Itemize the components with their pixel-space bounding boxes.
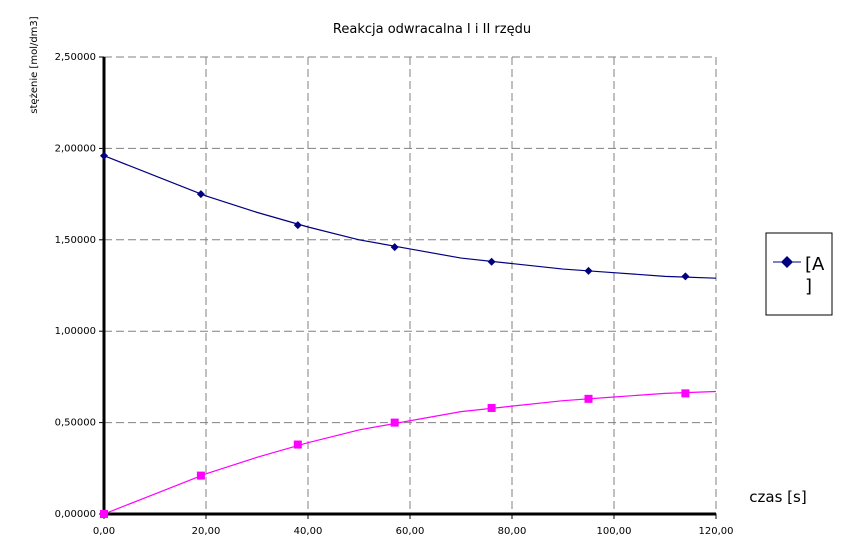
x-tick-label: 40,00 xyxy=(294,526,323,537)
y-tick-label: 0,00000 xyxy=(55,509,96,520)
y-tick-label: 0,50000 xyxy=(55,418,96,429)
data-point-diamond xyxy=(681,272,690,281)
x-axis-label: czas [s] xyxy=(749,488,806,506)
data-point-diamond xyxy=(293,221,302,230)
y-tick-label: 2,50000 xyxy=(55,52,96,63)
series-line-1 xyxy=(103,155,717,279)
data-point-square xyxy=(100,510,108,518)
x-tick-label: 100,00 xyxy=(597,526,632,537)
y-tick-labels: 0,00000 0,50000 1,00000 1,50000 2,00000 2,500… xyxy=(55,52,96,520)
data-point-diamond xyxy=(584,266,593,275)
chart-title: Reakcja odwracalna I i II rzędu xyxy=(333,22,531,37)
x-tick-labels: 0,00 20,00 40,00 60,00 80,00 100,00 120,00 xyxy=(93,526,734,537)
legend-marker-a xyxy=(781,256,793,268)
x-tick-label: 120,00 xyxy=(699,526,734,537)
x-tick-label: 80,00 xyxy=(498,526,527,537)
data-point-diamond xyxy=(390,243,399,252)
series-line-2 xyxy=(103,390,717,515)
x-tick-label: 0,00 xyxy=(93,526,115,537)
y-tick-label: 1,00000 xyxy=(55,326,96,337)
legend: [A ] xyxy=(765,232,833,316)
legend-box xyxy=(765,232,833,316)
legend-label-a-line2: ] xyxy=(805,276,812,297)
data-point-square xyxy=(487,403,496,412)
data-point-square xyxy=(584,394,593,403)
y-tick-label: 1,50000 xyxy=(55,235,96,246)
x-tick-label: 20,00 xyxy=(192,526,221,537)
y-tick-label: 2,00000 xyxy=(55,143,96,154)
legend-label-a-line1: [A xyxy=(805,254,825,275)
y-axis-label: stężenie [mol/dm3] xyxy=(29,16,40,113)
axes xyxy=(99,56,717,519)
data-point-diamond xyxy=(196,190,205,199)
grid xyxy=(104,56,717,514)
data-point-diamond xyxy=(487,257,496,266)
data-point-square xyxy=(293,440,302,449)
x-tick-label: 60,00 xyxy=(396,526,425,537)
series-layer xyxy=(100,151,717,518)
data-point-square xyxy=(390,418,399,427)
data-point-square xyxy=(196,471,205,480)
data-point-diamond xyxy=(100,151,108,160)
data-point-square xyxy=(681,389,690,398)
